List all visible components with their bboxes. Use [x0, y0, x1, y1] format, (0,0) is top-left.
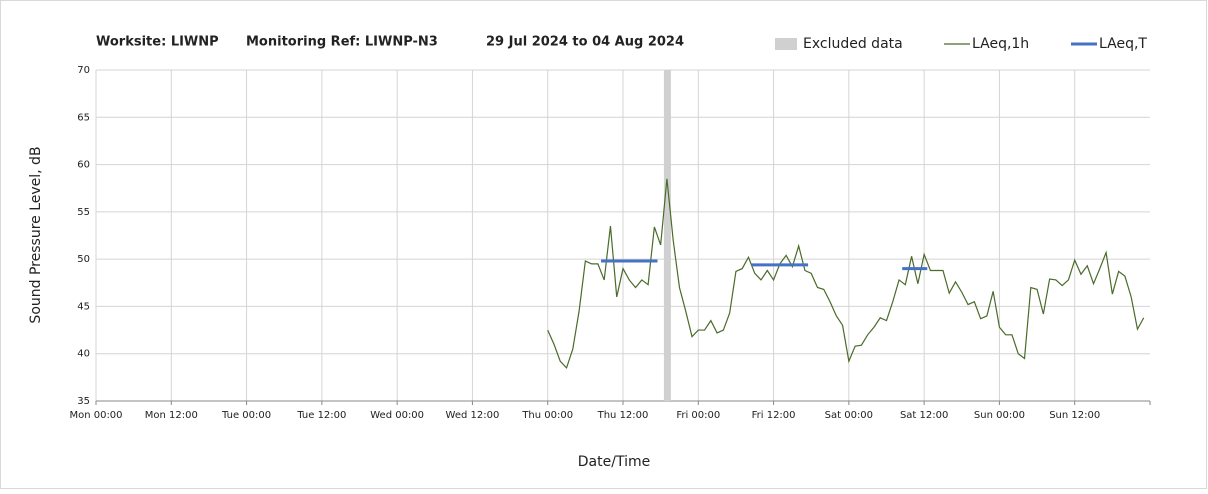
y-tick-label: 45 — [77, 301, 90, 312]
x-tick-label: Sat 00:00 — [825, 410, 873, 421]
x-tick-label: Sun 00:00 — [974, 410, 1025, 421]
x-tick-label: Mon 00:00 — [69, 410, 122, 421]
x-axis-label: Date/Time — [578, 454, 650, 470]
title-dates: 29 Jul 2024 to 04 Aug 2024 — [486, 35, 684, 50]
legend-label: Excluded data — [803, 36, 903, 52]
x-tick-label: Wed 12:00 — [446, 410, 500, 421]
title-ref: Monitoring Ref: LIWNP-N3 — [246, 35, 438, 50]
x-tick-label: Tue 12:00 — [296, 410, 346, 421]
y-axis-label: Sound Pressure Level, dB — [28, 146, 44, 323]
y-tick-label: 40 — [77, 349, 90, 360]
y-tick-label: 35 — [77, 396, 90, 407]
legend-label: LAeq,1h — [972, 36, 1029, 52]
x-tick-label: Sun 12:00 — [1049, 410, 1100, 421]
x-tick-label: Fri 00:00 — [676, 410, 720, 421]
y-tick-label: 50 — [77, 254, 90, 265]
y-tick-label: 70 — [77, 65, 90, 76]
legend-swatch — [775, 38, 797, 50]
x-tick-label: Sat 12:00 — [900, 410, 948, 421]
y-tick-label: 65 — [77, 112, 90, 123]
x-tick-label: Thu 12:00 — [597, 410, 649, 421]
x-tick-label: Wed 00:00 — [370, 410, 424, 421]
x-tick-label: Thu 00:00 — [521, 410, 573, 421]
line-series — [547, 178, 1145, 370]
y-tick-label: 55 — [77, 207, 90, 218]
excluded-band — [663, 70, 671, 401]
x-tick-label: Fri 12:00 — [752, 410, 796, 421]
legend-label: LAeq,T — [1099, 36, 1147, 52]
x-tick-label: Tue 00:00 — [221, 410, 271, 421]
y-tick-label: 60 — [77, 160, 90, 171]
title-worksite: Worksite: LIWNP — [96, 35, 219, 50]
x-tick-label: Mon 12:00 — [145, 410, 198, 421]
